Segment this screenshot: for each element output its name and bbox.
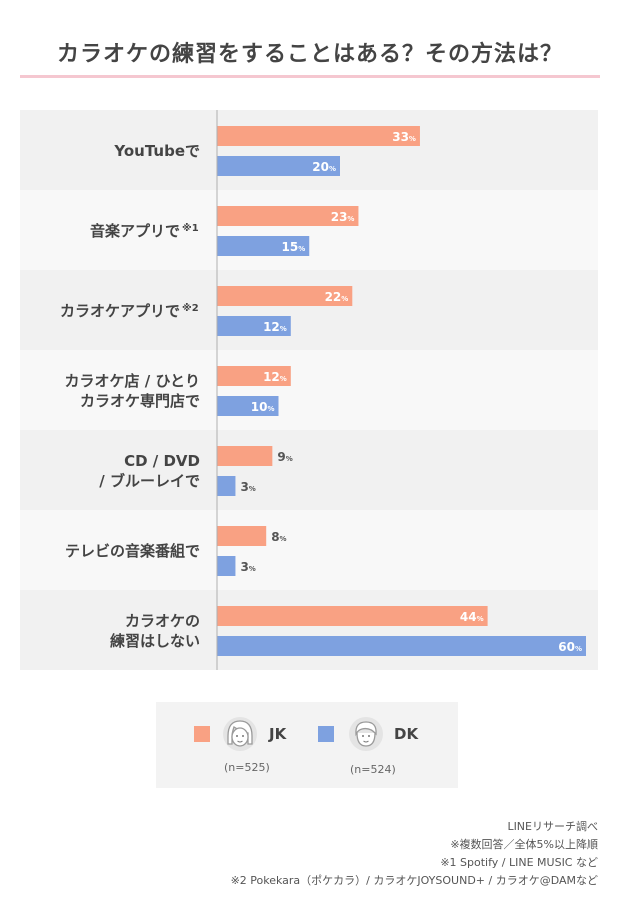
bar-jk xyxy=(217,446,273,466)
bar-jk xyxy=(217,286,353,306)
category-band xyxy=(20,350,598,430)
bar-dk xyxy=(217,476,236,496)
category-band xyxy=(20,110,598,190)
data-label-dk: 3% xyxy=(240,560,255,574)
title-underline xyxy=(20,75,600,78)
data-label-dk: 15% xyxy=(282,240,306,254)
bar-chart: YouTubeで 33% 20% 音楽アプリで ※1 23% 15% カラオケアプリで ※2 22… xyxy=(20,110,598,670)
category-label: YouTubeで xyxy=(113,142,200,160)
bar-dk xyxy=(217,396,279,416)
legend-swatch-jk xyxy=(194,726,210,742)
category-label: 練習はしない xyxy=(110,632,200,650)
bar-dk xyxy=(217,156,340,176)
bar-jk xyxy=(217,606,488,626)
category-label: CD / DVD xyxy=(124,452,200,470)
category-band xyxy=(20,590,598,670)
data-label-jk: 33% xyxy=(392,130,416,144)
bar-jk xyxy=(217,526,267,546)
data-label-jk: 12% xyxy=(263,370,287,384)
category-label: カラオケ専門店で xyxy=(80,392,200,410)
data-label-dk: 3% xyxy=(240,480,255,494)
legend: JK (n=525) DK (n=524) xyxy=(156,702,458,788)
data-label-dk: 12% xyxy=(263,320,287,334)
bar-jk xyxy=(217,366,291,386)
data-label-dk: 20% xyxy=(312,160,336,174)
bar-dk xyxy=(217,236,310,256)
data-label-dk: 60% xyxy=(558,640,582,654)
category-band xyxy=(20,510,598,590)
category-band xyxy=(20,190,598,270)
footnote-1: ※1 Spotify / LINE MUSIC など xyxy=(440,856,598,869)
data-label-dk: 10% xyxy=(251,400,275,414)
legend-n-dk: (n=524) xyxy=(350,763,396,776)
category-label: 音楽アプリで xyxy=(90,222,180,240)
category-label: カラオケ店 / ひとり xyxy=(65,372,200,390)
bar-jk xyxy=(217,206,359,226)
data-label-jk: 9% xyxy=(277,450,292,464)
girl-face-icon xyxy=(223,717,257,751)
data-label-jk: 23% xyxy=(331,210,355,224)
data-label-jk: 8% xyxy=(271,530,286,544)
bar-dk xyxy=(217,316,291,336)
data-label-jk: 22% xyxy=(325,290,349,304)
legend-label-jk: JK xyxy=(269,725,287,743)
footnote-method: ※複数回答／全体5%以上降順 xyxy=(450,838,598,851)
category-note: ※2 xyxy=(182,302,199,314)
bar-dk xyxy=(217,636,586,656)
footnote-source: LINEリサーチ調べ xyxy=(507,820,598,833)
legend-label-dk: DK xyxy=(394,725,419,743)
data-label-jk: 44% xyxy=(460,610,484,624)
bar-dk xyxy=(217,556,236,576)
category-note: ※1 xyxy=(182,222,199,234)
footnotes: LINEリサーチ調べ ※複数回答／全体5%以上降順 ※1 Spotify / L… xyxy=(231,818,598,890)
category-label: テレビの音楽番組で xyxy=(65,542,200,560)
legend-n-jk: (n=525) xyxy=(224,761,270,774)
category-band xyxy=(20,430,598,510)
category-label: カラオケの xyxy=(125,612,200,630)
category-band xyxy=(20,270,598,350)
footnote-2: ※2 Pokekara（ポケカラ）/ カラオケJOYSOUND+ / カラオケ@… xyxy=(230,874,598,887)
legend-swatch-dk xyxy=(318,726,334,742)
boy-face-icon xyxy=(349,717,383,751)
category-label: / ブルーレイで xyxy=(99,472,200,490)
bar-jk xyxy=(217,126,420,146)
page-title: カラオケの練習をすることはある？その方法は？ xyxy=(56,42,563,67)
category-label: カラオケアプリで xyxy=(60,302,180,320)
